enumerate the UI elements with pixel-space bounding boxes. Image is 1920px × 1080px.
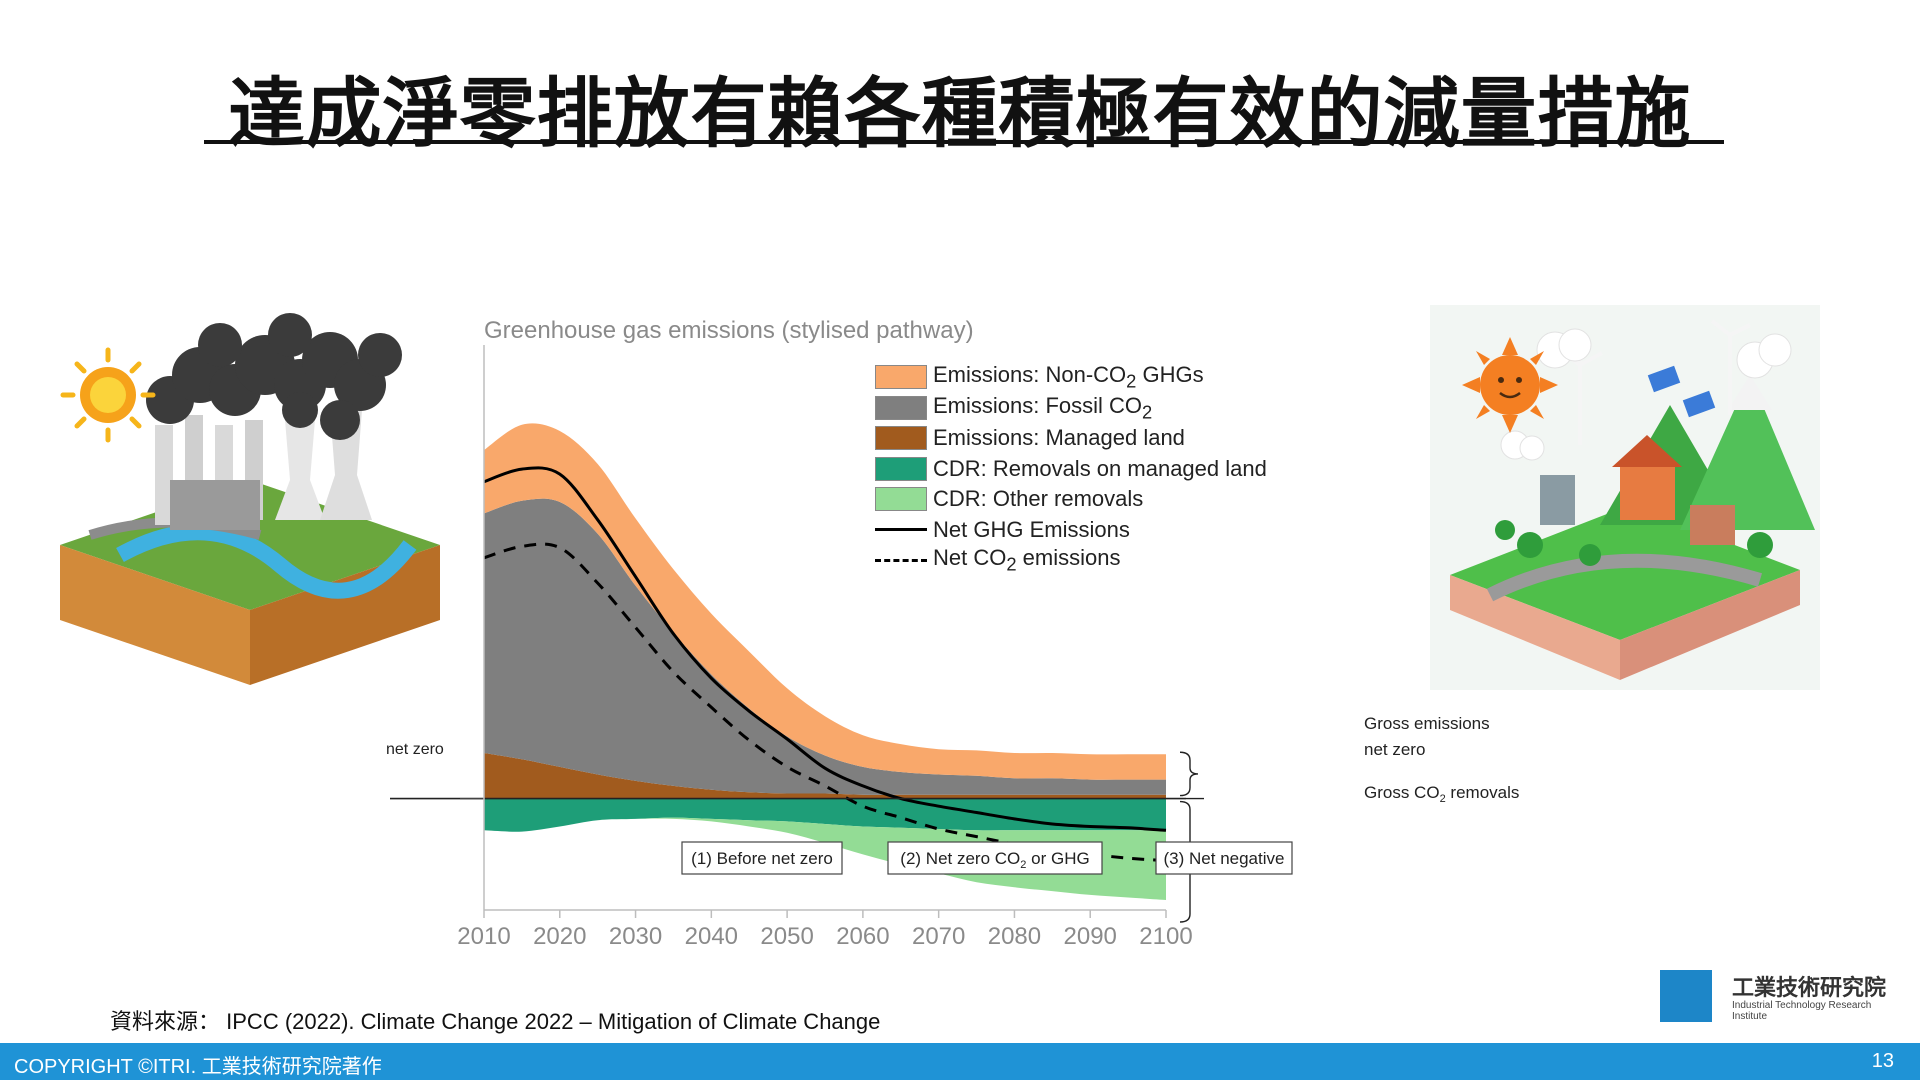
logo-name: 工業技術研究院	[1732, 976, 1887, 1001]
legend-label: Net GHG Emissions	[933, 516, 1130, 542]
legend-label: Emissions: Fossil CO2	[933, 392, 1153, 422]
x-axis-ticks: 2010 2020 2030 2040 2050 2060 2070 2080 2090 2100	[457, 910, 1193, 950]
area-series-2	[484, 423, 1166, 780]
green-city-illustration	[1430, 305, 1820, 690]
x-tick-label-0: 2010	[457, 923, 510, 950]
legend-solid-line	[875, 528, 927, 532]
legend-label: Net CO2 emissions	[933, 545, 1121, 575]
phase-label-3: (3) Net negative	[1164, 849, 1285, 868]
x-tick-label-6: 2070	[912, 923, 965, 950]
gross-emissions-label: Gross emissions	[1364, 714, 1490, 733]
area-series-3	[484, 798, 1166, 832]
phase-box-2	[887, 841, 1103, 875]
page-number: 13	[1871, 1050, 1894, 1072]
legend-label: Emissions: Non-CO2 GHGs	[933, 362, 1204, 392]
line-series-5	[483, 466, 1167, 832]
legend-label: Emissions: Managed land	[933, 425, 1185, 451]
x-tick-label-3: 2040	[685, 923, 738, 950]
footer-bar: COPYRIGHT ©ITRI. 工業技術研究院著作 13	[0, 1043, 1920, 1080]
x-tick-label-5: 2060	[836, 923, 889, 950]
legend-swatch	[875, 487, 927, 512]
x-tick-label-4: 2050	[760, 923, 813, 950]
legend-item-net-ghg: Net GHG Emissions	[875, 515, 1267, 546]
phase-label-1: (1) Before net zero	[691, 849, 833, 868]
chart-axes	[390, 345, 1204, 923]
slide-title: 達成淨零排放有賴各種積極有效的減量措施	[228, 69, 1692, 158]
area-series-1	[484, 498, 1166, 795]
phase-box-3	[1155, 841, 1293, 875]
legend-swatch	[875, 426, 927, 451]
source-text: IPCC (2022). Climate Change 2022 – Mitig…	[226, 1009, 881, 1034]
area-series-0	[484, 753, 1166, 799]
net-zero-left-label: net zero	[386, 741, 444, 758]
emissions-chart: Greenhouse gas emissions (stylised pathw…	[380, 300, 1560, 950]
source-citation: 資料來源： IPCC (2022). Climate Change 2022 –…	[110, 1004, 880, 1036]
gross-co2-removals-label: Gross CO2 removals	[1364, 783, 1519, 805]
legend-swatch	[875, 395, 927, 420]
legend-item-fossil-co2: Emissions: Fossil CO2	[875, 393, 1267, 424]
legend-item-cdr-other: CDR: Other removals	[875, 484, 1267, 515]
chart-canvas: Greenhouse gas emissions (stylised pathw…	[386, 317, 1519, 950]
phase-box-1	[681, 841, 843, 875]
x-tick-label-8: 2090	[1064, 923, 1117, 950]
title-underline	[204, 140, 1724, 144]
legend-item-cdr-managed-land: CDR: Removals on managed land	[875, 454, 1267, 485]
area-series-4	[484, 817, 1166, 900]
x-tick-label-2: 2030	[609, 923, 662, 950]
x-tick-label-1: 2020	[533, 923, 586, 950]
copyright-text: COPYRIGHT ©ITRI. 工業技術研究院著作	[14, 1056, 382, 1078]
source-label: 資料來源：	[110, 1009, 221, 1034]
legend-label: CDR: Other removals	[933, 486, 1144, 512]
chart-title: Greenhouse gas emissions (stylised pathw…	[484, 317, 974, 344]
chart-annotations: net zero Gross emissions net zero Gross …	[386, 714, 1519, 805]
net-zero-right-label: net zero	[1364, 740, 1425, 759]
legend-item-managed-land: Emissions: Managed land	[875, 423, 1267, 454]
phase-label-2: (2) Net zero CO2 or GHG	[900, 849, 1089, 871]
legend-swatch	[875, 456, 927, 481]
itri-logo-mark	[1660, 970, 1712, 1022]
x-tick-label-9: 2100	[1139, 923, 1192, 950]
itri-logo: 工業技術研究院 Industrial Technology Research I…	[1660, 968, 1910, 1028]
logo-subtitle: Industrial Technology Research Institute	[1732, 1000, 1872, 1022]
legend-item-non-co2: Emissions: Non-CO2 GHGs	[875, 362, 1267, 393]
legend-label: CDR: Removals on managed land	[933, 455, 1267, 481]
legend-swatch	[875, 365, 927, 390]
phase-labels: (1) Before net zero (2) Net zero CO2 or …	[681, 841, 1293, 875]
stacked-areas	[484, 423, 1166, 900]
chart-legend: Emissions: Non-CO2 GHGs Emissions: Fossi…	[875, 362, 1267, 576]
legend-item-net-co2: Net CO2 emissions	[875, 545, 1267, 576]
legend-dashed-line	[875, 558, 927, 562]
x-tick-label-7: 2080	[988, 923, 1041, 950]
industrial-pollution-illustration	[60, 313, 440, 685]
gross-emissions-brace	[1179, 751, 1199, 797]
